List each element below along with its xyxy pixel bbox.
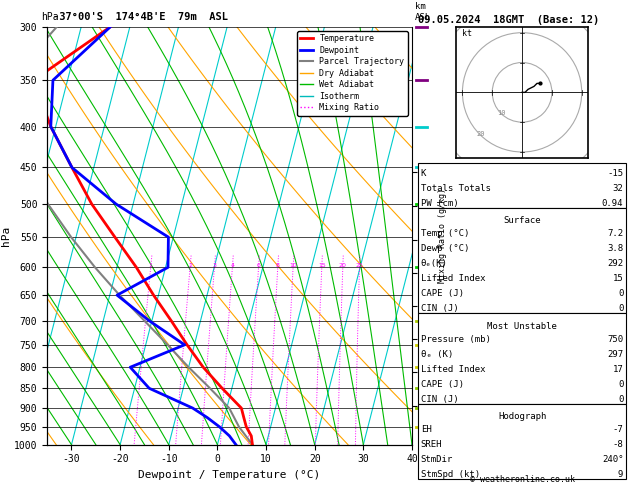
- Text: StmDir: StmDir: [421, 455, 453, 464]
- Text: 0.94: 0.94: [602, 199, 623, 208]
- Text: 20: 20: [339, 263, 347, 268]
- Text: 25: 25: [355, 263, 364, 268]
- Text: 0: 0: [618, 289, 623, 298]
- Y-axis label: hPa: hPa: [1, 226, 11, 246]
- Text: -8: -8: [613, 440, 623, 449]
- Text: © weatheronline.co.uk: © weatheronline.co.uk: [470, 474, 574, 484]
- Text: StmSpd (kt): StmSpd (kt): [421, 470, 480, 479]
- Text: 297: 297: [607, 349, 623, 359]
- Text: 20: 20: [476, 131, 484, 137]
- Text: 8: 8: [276, 263, 280, 268]
- X-axis label: Dewpoint / Temperature (°C): Dewpoint / Temperature (°C): [138, 470, 321, 480]
- Text: 750: 750: [607, 334, 623, 344]
- Text: PW (cm): PW (cm): [421, 199, 459, 208]
- Text: Dewp (°C): Dewp (°C): [421, 244, 469, 253]
- Text: CIN (J): CIN (J): [421, 395, 459, 404]
- Text: 15: 15: [318, 263, 326, 268]
- Text: 09.05.2024  18GMT  (Base: 12): 09.05.2024 18GMT (Base: 12): [418, 15, 599, 25]
- Text: CIN (J): CIN (J): [421, 304, 459, 313]
- Text: km
ASL: km ASL: [415, 2, 431, 22]
- Text: hPa: hPa: [41, 12, 58, 22]
- Text: Lifted Index: Lifted Index: [421, 364, 486, 374]
- Text: 15: 15: [613, 274, 623, 283]
- Text: 0: 0: [618, 395, 623, 404]
- Text: Hodograph: Hodograph: [498, 412, 546, 421]
- Text: Temp (°C): Temp (°C): [421, 229, 469, 238]
- Text: 0: 0: [618, 380, 623, 389]
- Text: 292: 292: [607, 259, 623, 268]
- Text: kt: kt: [462, 29, 472, 38]
- Text: 4: 4: [230, 263, 235, 268]
- Text: 10: 10: [289, 263, 297, 268]
- Text: 3.8: 3.8: [607, 244, 623, 253]
- Text: K: K: [421, 169, 426, 178]
- Text: θₑ (K): θₑ (K): [421, 349, 453, 359]
- Text: 1: 1: [148, 263, 153, 268]
- Text: 17: 17: [613, 364, 623, 374]
- Text: Surface: Surface: [503, 216, 541, 226]
- Text: EH: EH: [421, 425, 431, 434]
- Text: 240°: 240°: [602, 455, 623, 464]
- Text: 7.2: 7.2: [607, 229, 623, 238]
- Text: Pressure (mb): Pressure (mb): [421, 334, 491, 344]
- Text: Lifted Index: Lifted Index: [421, 274, 486, 283]
- Text: -37°00'S  174°4B'E  79m  ASL: -37°00'S 174°4B'E 79m ASL: [53, 12, 228, 22]
- Text: Totals Totals: Totals Totals: [421, 184, 491, 193]
- Text: 6: 6: [257, 263, 260, 268]
- Text: 9: 9: [618, 470, 623, 479]
- Text: CAPE (J): CAPE (J): [421, 380, 464, 389]
- Text: 32: 32: [613, 184, 623, 193]
- Text: Mixing Ratio (g/kg): Mixing Ratio (g/kg): [438, 188, 447, 283]
- Text: 2: 2: [188, 263, 192, 268]
- Text: -7: -7: [613, 425, 623, 434]
- Text: 10: 10: [497, 110, 506, 116]
- Text: LCL: LCL: [540, 426, 555, 435]
- Legend: Temperature, Dewpoint, Parcel Trajectory, Dry Adiabat, Wet Adiabat, Isotherm, Mi: Temperature, Dewpoint, Parcel Trajectory…: [297, 31, 408, 116]
- Text: θₑ(K): θₑ(K): [421, 259, 448, 268]
- Text: -15: -15: [607, 169, 623, 178]
- Text: SREH: SREH: [421, 440, 442, 449]
- Text: 0: 0: [618, 304, 623, 313]
- Text: Most Unstable: Most Unstable: [487, 322, 557, 331]
- Text: CAPE (J): CAPE (J): [421, 289, 464, 298]
- Text: 3: 3: [213, 263, 216, 268]
